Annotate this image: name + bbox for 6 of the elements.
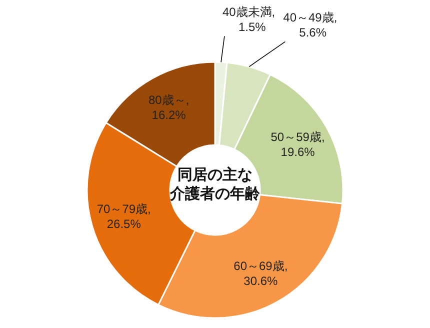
data-label: 5.6% — [299, 26, 327, 40]
data-label: 1.5% — [238, 20, 266, 34]
title: 同居の主な介護者の年齢 — [170, 166, 260, 202]
text: , — [334, 10, 338, 25]
slice-label: 40歳未満 — [222, 5, 272, 20]
slice-label: 40～49歳 — [283, 10, 334, 25]
